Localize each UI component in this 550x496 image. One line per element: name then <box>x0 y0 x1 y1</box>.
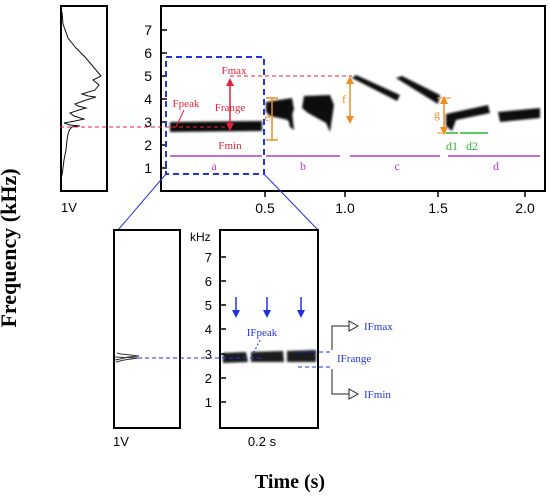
e-label: e <box>265 110 270 124</box>
top-freq-axis: 1 2 3 4 5 6 7 <box>144 22 167 176</box>
bottom-bracket-annotations: IFmax IFmin <box>331 320 393 401</box>
down-arrow-icon <box>232 310 240 318</box>
top-freq-tick-label: 5 <box>144 68 152 84</box>
syllable-trace-b3 <box>286 110 294 130</box>
ifrange-label: IFrange <box>337 353 371 365</box>
g-label: g <box>434 107 440 121</box>
note-arrows <box>232 297 305 318</box>
bottom-note-trace <box>251 351 284 362</box>
spectrogram-traces <box>170 75 540 132</box>
down-arrow-icon <box>263 310 271 318</box>
bottom-spectrogram-panel: kHz 1 2 3 4 5 6 7 <box>190 229 319 449</box>
bottom-blue-annotations: IFpeak IFrange <box>138 327 371 368</box>
top-freq-tick-label: 6 <box>144 45 152 61</box>
bottom-note-trace <box>223 352 248 363</box>
syllable-trace-d1 <box>446 105 490 131</box>
bottom-spectrogram-traces <box>223 350 316 363</box>
down-arrow-icon <box>297 310 305 318</box>
top-freq-tick-label: 3 <box>144 114 152 130</box>
bottom-freq-tick-label: 5 <box>205 298 212 313</box>
f-arrow-down <box>346 116 354 124</box>
ifmax-arrow-icon <box>348 320 360 332</box>
ifmin-label: IFmin <box>364 389 391 401</box>
syllable-trace-b1 <box>266 98 294 121</box>
top-freq-tick-label: 2 <box>144 137 152 153</box>
ifmax-bracket <box>331 325 356 350</box>
ifmin-bracket <box>331 369 356 395</box>
frange-arrow-down <box>226 123 234 131</box>
bottom-amplitude-label: 1V <box>113 434 129 449</box>
top-time-tick-label: 0.5 <box>255 200 275 216</box>
bottom-freq-tick-label: 3 <box>205 347 212 362</box>
bottom-freq-tick-label: 4 <box>205 322 212 337</box>
fpeak-label: Fpeak <box>173 98 200 110</box>
f-arrow-up <box>346 76 354 84</box>
bottom-freq-tick-label: 7 <box>205 250 212 265</box>
bottom-scale-label: 0.2 s <box>248 434 277 449</box>
top-time-axis: 0.5 1.0 1.5 2.0 <box>255 191 535 216</box>
syllable-trace-d2 <box>498 108 540 122</box>
bottom-freq-tick-label: 2 <box>205 371 212 386</box>
top-time-tick-label: 1.0 <box>335 200 355 216</box>
ifpeak-label: IFpeak <box>247 327 278 339</box>
top-spectrogram-frame <box>160 5 546 192</box>
bottom-amplitude-panel: 1V <box>113 229 181 449</box>
top-freq-tick-label: 7 <box>144 22 152 38</box>
top-amplitude-panel: 1V <box>60 5 108 215</box>
g-arrow-up <box>440 96 448 104</box>
ifmax-label: IFmax <box>364 321 393 333</box>
bottom-freq-tick-label: 1 <box>205 395 212 410</box>
f-label: f <box>342 92 346 106</box>
fmin-label: Fmin <box>218 140 242 152</box>
red-annotations: Fmax Fpeak Frange Fmin <box>60 65 352 152</box>
frange-label: Frange <box>215 102 246 114</box>
bottom-unit-label: kHz <box>190 230 211 244</box>
green-annotations: d1 d2 <box>446 132 488 153</box>
zoom-connector-right <box>263 173 319 231</box>
top-time-tick-label: 1.5 <box>428 200 448 216</box>
fpeak-pointer <box>175 109 185 128</box>
top-amplitude-frame <box>60 5 108 192</box>
top-freq-tick-label: 1 <box>144 160 152 176</box>
ifpeak-pointer <box>252 339 261 355</box>
bottom-power-spectrum-trace <box>114 352 140 363</box>
segment-a-highlight-box <box>165 56 265 175</box>
segment-markers: a b c d <box>170 155 540 173</box>
bottom-note-trace <box>287 350 316 362</box>
top-power-spectrum-trace <box>60 11 102 179</box>
top-spectrogram-panel: 1 2 3 4 5 6 7 0.5 1.0 1.5 2.0 <box>60 5 546 216</box>
segment-label-c: c <box>394 159 399 173</box>
d2-label: d2 <box>466 139 478 153</box>
ifmin-arrow-icon <box>348 388 360 400</box>
segment-label-a: a <box>211 159 217 173</box>
segment-label-d: d <box>493 159 499 173</box>
zoom-connector-left <box>117 173 167 231</box>
segment-label-b: b <box>300 159 306 173</box>
y-axis-title: Frequency (kHz) <box>0 168 21 327</box>
bottom-freq-tick-label: 6 <box>205 274 212 289</box>
g-arrow-down <box>440 127 448 135</box>
top-amplitude-label: 1V <box>61 200 77 215</box>
bottom-amplitude-frame <box>113 229 181 429</box>
syllable-trace-b2 <box>302 95 334 132</box>
top-freq-tick-label: 4 <box>144 91 152 107</box>
frange-arrow-up <box>226 78 234 86</box>
top-time-tick-label: 2.0 <box>515 200 535 216</box>
bottom-freq-axis: 1 2 3 4 5 6 7 <box>205 250 226 410</box>
syllable-trace-c1 <box>352 75 400 101</box>
d1-label: d1 <box>446 139 458 153</box>
syllable-trace-c2 <box>396 76 440 104</box>
x-axis-title: Time (s) <box>255 471 325 493</box>
fmax-label: Fmax <box>221 65 247 77</box>
